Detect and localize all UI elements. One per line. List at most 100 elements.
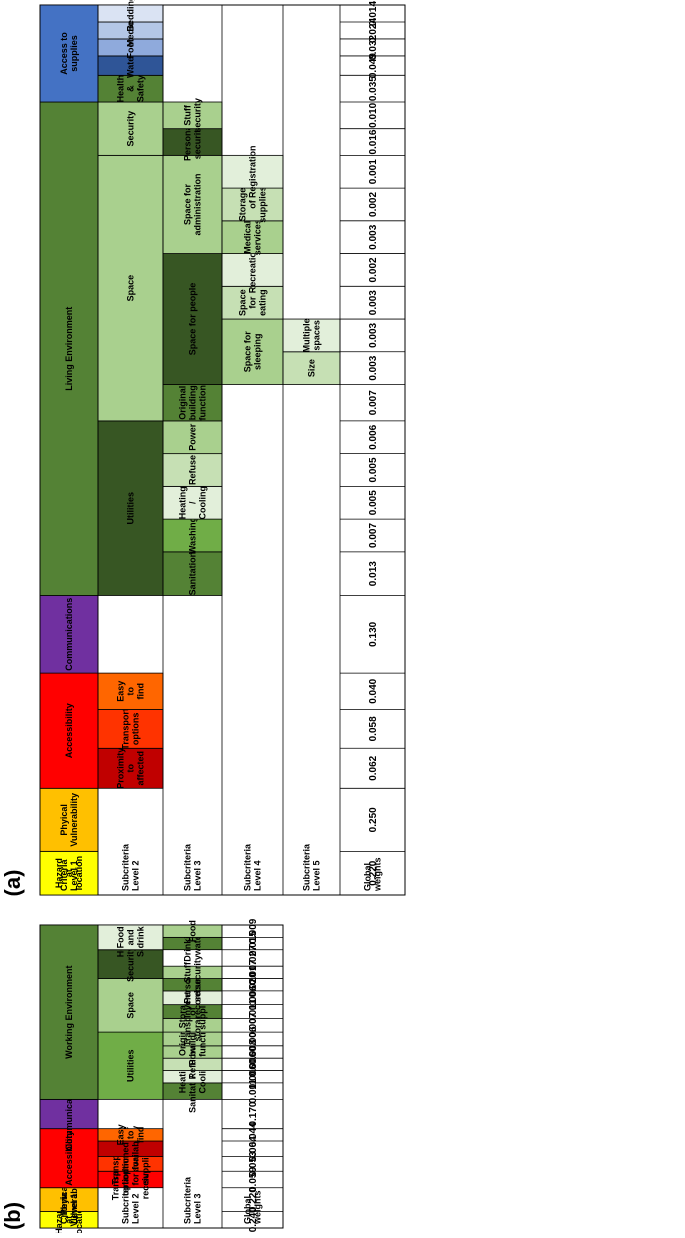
cell-text-line: Stuff	[183, 961, 193, 982]
cell-label-storage-of-supplies: Storageofsupplies	[238, 186, 268, 223]
global-weight-value: 0.003	[368, 224, 379, 249]
cell-space-for-people	[162, 253, 223, 385]
cell-label-power: Power	[188, 423, 198, 451]
cell-text-line: affected	[136, 751, 146, 786]
cell-label-communications: Communications	[64, 1078, 74, 1151]
cell-label-hazard-at-location: Hazardatlocation	[54, 1203, 84, 1233]
cell-text-line: administration	[193, 173, 203, 235]
cell-text-line: Original	[178, 386, 188, 420]
cell-text-line: Storage	[178, 995, 188, 1029]
cell-text-line: Cooling	[198, 1060, 208, 1094]
cell-text-line: /	[188, 1075, 198, 1078]
cell-text-line: security	[193, 125, 203, 160]
global-weight-value: 0.016	[368, 129, 379, 154]
cell-label-security: Security	[126, 111, 136, 147]
cell-label-space-for-sleeping: Space forsleeping	[243, 331, 263, 373]
global-weight-value: 0.007	[248, 1012, 259, 1037]
cell-text-line: Food	[126, 36, 136, 58]
cell-text-line: Water	[126, 53, 136, 78]
cell-label-space-for-people: Space for people	[188, 283, 198, 356]
cell-text-line: Sanitation	[188, 552, 198, 596]
cell-washing	[162, 518, 223, 553]
cell-text-line: building	[188, 1021, 198, 1056]
global-weight-value: 0.005	[368, 457, 379, 482]
cell-label-original-building-function: Originalbuildingfunction	[178, 1021, 208, 1057]
cell-text-line: Recreation	[248, 247, 258, 294]
cell-text-line: security	[193, 98, 203, 133]
cell-text-line: security	[193, 967, 203, 1002]
cell-text-line: Safety	[136, 75, 146, 102]
cell-label-sanitation: Sanitation	[188, 1069, 198, 1113]
cell-text-line: supplies	[69, 35, 79, 72]
cell-text-line: Original	[178, 1022, 188, 1056]
cell-text-line: Space for	[183, 183, 193, 225]
cell-text-line: security	[193, 955, 203, 990]
global-weight-value: 0.049	[368, 53, 379, 78]
cell-text-line: Multiple	[302, 318, 312, 352]
cell-label-immediate-availability: Immediateavailability	[121, 1126, 141, 1172]
cell-text-line: Space for	[243, 331, 253, 373]
cell-text-line: Personal	[183, 123, 193, 161]
cell-text-line: Size	[307, 359, 317, 377]
cell-label-power: Power	[188, 1038, 198, 1066]
cell-text-line: supplies	[198, 993, 208, 1030]
cell-security	[97, 101, 164, 156]
global-weight-value: 0.044	[248, 1122, 259, 1147]
cell-text-line: services	[253, 219, 263, 255]
cell-text-line: Cooling	[198, 486, 208, 520]
cell-text-line: Space	[126, 992, 136, 1019]
global-weight-value: 0.059	[248, 1167, 259, 1192]
cell-label-stuff-security: Stuffsecurity	[183, 955, 203, 990]
global-weight-value: 0.003	[368, 290, 379, 315]
cell-text-line: Vulnerability	[69, 793, 79, 847]
global-weight-value: 0.062	[368, 755, 379, 780]
cell-text-line: to	[126, 687, 136, 696]
cell-text-line: Stuff	[183, 104, 193, 125]
cell-text-line: drink	[136, 925, 146, 948]
cell-label-food: Food	[126, 36, 136, 58]
cell-label-communications: Communications	[64, 598, 74, 671]
cell-label-washing: Washing	[188, 517, 198, 554]
cell-text-line: to	[126, 764, 136, 773]
cell-text-line: Utilities	[126, 492, 136, 525]
global-weight-value: 0.053	[248, 1151, 259, 1176]
cell-communications	[39, 1098, 99, 1130]
cell-text-line: eating	[258, 289, 268, 316]
cell-text-line: Communications	[64, 598, 74, 671]
cell-text-line: Communications	[64, 1078, 74, 1151]
cell-label-refuse: Refuse	[188, 455, 198, 485]
cell-text-line: Heating	[178, 486, 188, 519]
cell-label-accessibility: Accessibility	[64, 703, 74, 758]
cell-text-line: location	[74, 856, 84, 891]
cell-text-line: and	[126, 929, 136, 945]
cell-text-line: to	[126, 1130, 136, 1139]
cell-label-physical-vulnerability: PhyicalVulnerability	[59, 1173, 79, 1227]
cell-text-line: location	[74, 1203, 84, 1233]
global-weight-value: 0.011	[248, 1078, 259, 1103]
cell-label-refuse: Refuse	[188, 1049, 198, 1079]
cell-text-line: find	[136, 1127, 146, 1144]
cell-text-line: Food	[188, 920, 198, 942]
cell-text-line: Transport	[121, 708, 131, 750]
global-weight-value: 0.003	[368, 322, 379, 347]
cell-food-and-drink	[97, 924, 164, 951]
cell-label-living-environment: Living Environment	[64, 307, 74, 391]
cell-label-food-and-drink: Foodanddrink	[116, 925, 146, 948]
cell-text-line: &	[126, 85, 136, 92]
cell-text-line: Security	[126, 111, 136, 147]
cell-label-storage-of-supplies: Storageofsupplies	[178, 993, 208, 1030]
global-weight-value: 0.009	[248, 918, 259, 943]
cell-heating-cooling	[162, 485, 223, 520]
cell-text-line: Proximity	[116, 748, 126, 789]
cell-text-line: Security	[126, 946, 136, 982]
cell-text-line: function	[198, 385, 208, 421]
cell-text-line: Space for people	[188, 283, 198, 356]
cell-label-sanitation: Sanitation	[188, 552, 198, 596]
cell-living-environment	[39, 101, 99, 596]
cell-text-line: Accessibility	[64, 1131, 74, 1186]
cell-label-heating-cooling: Heating/Cooling	[178, 1060, 208, 1094]
global-weight-value: 0.002	[368, 257, 379, 282]
cell-space	[97, 978, 164, 1033]
panel-label: (b)	[0, 1202, 25, 1230]
